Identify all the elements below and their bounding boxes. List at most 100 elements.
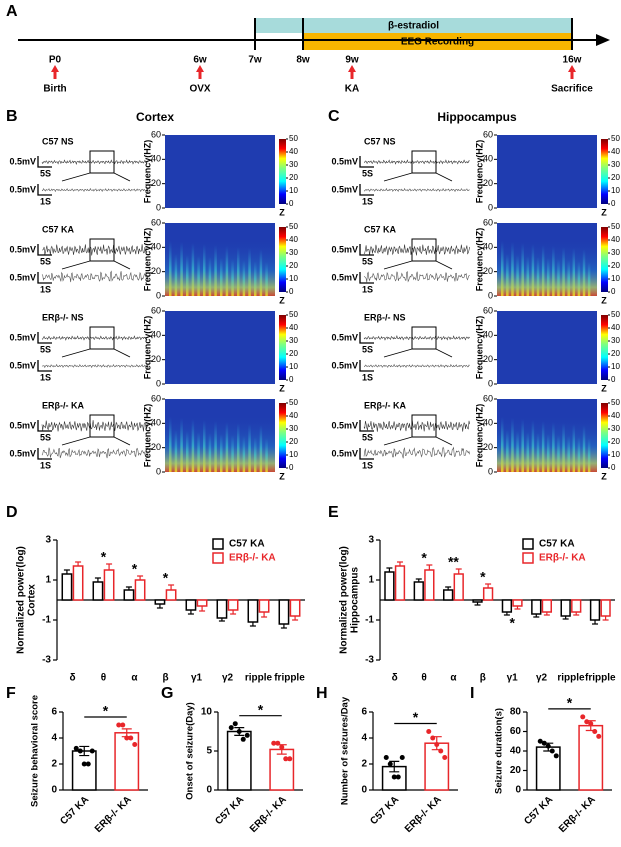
bar xyxy=(600,599,611,617)
error-bar xyxy=(389,760,400,773)
y-tick-label: 60 xyxy=(510,726,522,737)
error-bar xyxy=(514,606,521,610)
significance-mark: * xyxy=(567,695,573,711)
bar xyxy=(501,599,513,613)
x-tick-label: C57 KA xyxy=(58,794,91,827)
spectrogram-tick-label: 40 xyxy=(151,242,161,252)
data-point xyxy=(77,748,83,754)
x-tick-label: ERβ-/- KA xyxy=(93,794,134,835)
colorbar-tick-label: 50 xyxy=(611,310,620,319)
colorbar-tick-label: 10 xyxy=(611,362,620,371)
y-axis-label: Seizure duration(s) xyxy=(494,708,505,794)
bar xyxy=(71,750,97,791)
legend-label: ERβ-/- KA xyxy=(539,553,586,564)
spectrogram-streak xyxy=(208,433,212,472)
y-axis-label: Number of seizures/Day xyxy=(340,696,351,805)
zoom-line xyxy=(61,436,91,446)
colorbar xyxy=(279,227,286,292)
zoom-line xyxy=(113,172,131,182)
spectrogram-streak xyxy=(174,254,178,296)
colorbar-tick-label: 10 xyxy=(289,186,298,195)
colorbar-tick-label: 0 xyxy=(611,199,616,208)
amplitude-scale: 0.5mV xyxy=(9,272,36,282)
colorbar-tick-label: 30 xyxy=(289,336,298,345)
colorbar-tick-label: 10 xyxy=(289,274,298,283)
colorbar-label: Z xyxy=(279,295,285,305)
zoom-line xyxy=(435,348,453,358)
bar xyxy=(196,599,208,607)
data-point xyxy=(236,729,242,734)
zoom-line xyxy=(435,260,453,270)
x-tick-label: γ2 xyxy=(536,673,548,684)
spectrogram-tick-label: 40 xyxy=(483,330,493,340)
spectrogram-streak xyxy=(577,261,581,296)
scale-bar xyxy=(359,244,374,256)
y-tick-label: 3 xyxy=(45,535,51,546)
data-point xyxy=(430,735,436,741)
time-scale: 5S xyxy=(40,256,51,266)
spectrogram-tick-label: 60 xyxy=(483,217,493,227)
spectrogram-streak xyxy=(191,243,195,296)
zoom-line xyxy=(113,260,131,270)
y-tick-label: 1 xyxy=(45,575,51,586)
event-label: Birth xyxy=(43,84,66,95)
colorbar-tick-label: 40 xyxy=(611,235,620,244)
spectrogram-streak xyxy=(557,259,560,296)
spectrogram-streak xyxy=(521,243,524,296)
error-bar xyxy=(168,584,175,590)
scale-bar xyxy=(37,448,52,460)
spectrogram-streak xyxy=(526,256,530,296)
colorbar-tick-label: 20 xyxy=(289,349,298,358)
spectrogram-streak xyxy=(552,422,555,472)
spectrogram-tick-label: 40 xyxy=(151,330,161,340)
colorbar-tick-label: 40 xyxy=(289,411,298,420)
colorbar-label: Z xyxy=(601,295,607,305)
x-tick-label: C57 KA xyxy=(522,794,555,827)
spectrogram-streak xyxy=(180,242,183,296)
spectrogram-streak xyxy=(562,423,565,472)
scale-bar xyxy=(37,332,52,344)
amplitude-scale: 0.5mV xyxy=(331,448,358,458)
spectrogram-streak xyxy=(541,245,545,296)
spectrogram xyxy=(497,135,597,208)
trace-label: ERβ-/- NS xyxy=(42,312,84,322)
significance-mark: * xyxy=(103,703,109,719)
bar xyxy=(92,581,104,601)
spectrogram-tick-label: 40 xyxy=(151,418,161,428)
bar xyxy=(258,599,270,613)
data-point xyxy=(391,774,397,780)
spectrogram-streak xyxy=(169,417,172,472)
spectrogram-streak xyxy=(501,241,504,296)
y-tick-label: 10 xyxy=(201,707,213,718)
spectrogram-streak xyxy=(587,262,591,296)
eeg-trace-zoom xyxy=(363,363,470,369)
colorbar-label: Z xyxy=(601,383,607,393)
panel-label: D xyxy=(6,504,18,521)
error-bar xyxy=(187,610,194,615)
y-tick-label: 4 xyxy=(51,733,57,744)
zoom-line xyxy=(61,172,91,182)
amplitude-scale: 0.5mV xyxy=(331,272,358,282)
data-point xyxy=(116,722,122,728)
bar xyxy=(134,579,146,601)
zoom-line xyxy=(61,348,91,358)
spectrogram-streak xyxy=(186,431,189,472)
scale-bar xyxy=(359,332,374,344)
time-scale: 1S xyxy=(362,196,373,206)
zoom-box xyxy=(411,238,437,262)
bar xyxy=(226,730,252,791)
colorbar-tick-label: 0 xyxy=(611,287,616,296)
spectrogram-streak xyxy=(516,431,519,472)
colorbar-tick-label: 40 xyxy=(611,323,620,332)
amplitude-scale: 0.5mV xyxy=(9,420,36,430)
colorbar-tick-label: 20 xyxy=(611,437,620,446)
x-tick-label: θ xyxy=(421,673,426,684)
colorbar-tick-label: 50 xyxy=(611,222,620,231)
spectrogram-streak xyxy=(582,249,586,296)
x-tick-label: C57 KA xyxy=(213,794,246,827)
spectrogram-streak xyxy=(254,261,257,296)
error-bar xyxy=(396,561,403,566)
error-bar xyxy=(602,616,609,621)
error-bar xyxy=(106,563,113,570)
error-bar xyxy=(503,612,510,616)
